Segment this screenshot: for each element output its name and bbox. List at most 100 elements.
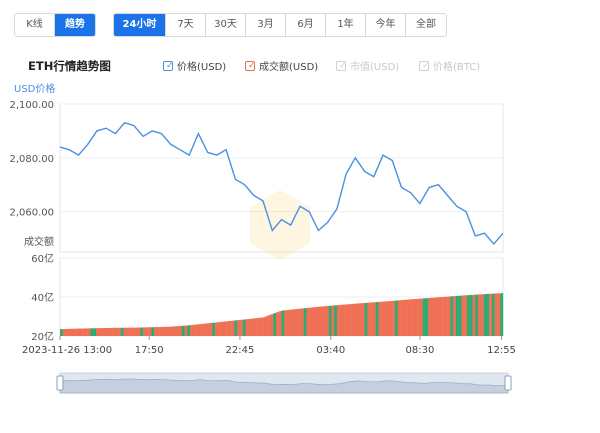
- volume-bar: [126, 327, 130, 336]
- navigator-handle-right[interactable]: [504, 375, 512, 391]
- volume-bar: [267, 315, 271, 336]
- checkbox-icon[interactable]: ✓: [163, 60, 174, 71]
- range-24h[interactable]: 24小时: [114, 14, 166, 36]
- volume-bar: [292, 309, 296, 336]
- x-tick-label: 17:50: [135, 345, 164, 356]
- volume-bar: [198, 324, 202, 336]
- legend-volume-usd[interactable]: ✓ 成交额(USD): [245, 58, 318, 73]
- volume-bar: [325, 306, 329, 336]
- range-ytd[interactable]: 今年: [366, 14, 406, 36]
- volume-tick-label: 60亿: [31, 252, 54, 265]
- tab-kline[interactable]: K线: [15, 14, 55, 36]
- range-1y[interactable]: 1年: [326, 14, 366, 36]
- volume-bar: [162, 326, 166, 336]
- volume-bar: [455, 295, 459, 336]
- volume-bar: [65, 328, 69, 336]
- volume-bar: [195, 324, 199, 336]
- volume-bar: [414, 298, 418, 336]
- legend-marketcap-usd[interactable]: ✓ 市值(USD): [336, 58, 399, 73]
- volume-bar: [234, 320, 238, 336]
- volume-bar: [192, 324, 196, 336]
- volume-bar: [226, 321, 230, 336]
- volume-bar: [239, 319, 243, 336]
- volume-bar: [278, 311, 282, 336]
- volume-bar: [275, 312, 279, 336]
- checkbox-icon[interactable]: ✓: [419, 60, 430, 71]
- volume-bar: [300, 308, 304, 336]
- volume-bar: [79, 328, 83, 336]
- volume-bar: [419, 298, 423, 336]
- volume-bar: [242, 319, 246, 336]
- legend-label: 市值(USD): [350, 62, 400, 73]
- range-7d[interactable]: 7天: [166, 14, 206, 36]
- volume-bar: [453, 296, 457, 336]
- x-tick-label: 2023-11-26 13:00: [22, 345, 112, 356]
- volume-bar: [259, 317, 263, 336]
- volume-bar: [148, 327, 152, 336]
- checkbox-icon[interactable]: ✓: [336, 60, 347, 71]
- volume-bar: [397, 300, 401, 336]
- volume-bar: [187, 325, 191, 336]
- volume-bar: [339, 304, 343, 336]
- tab-trend[interactable]: 趋势: [55, 14, 95, 36]
- range-3m[interactable]: 3月: [246, 14, 286, 36]
- price-tick-label: 2,100.00: [9, 100, 54, 111]
- volume-bar: [314, 306, 318, 336]
- volume-bar: [389, 301, 393, 336]
- checkbox-icon[interactable]: ✓: [245, 60, 256, 71]
- volume-bar: [203, 323, 207, 336]
- volume-bar: [403, 299, 407, 336]
- legend-label: 价格(USD): [177, 62, 227, 73]
- range-6m[interactable]: 6月: [286, 14, 326, 36]
- chart-title: ETH行情趋势图: [28, 59, 111, 73]
- volume-bar: [209, 322, 213, 336]
- volume-bar: [118, 327, 122, 336]
- volume-bar: [165, 326, 169, 336]
- volume-bar: [90, 328, 94, 336]
- price-tick-label: 2,060.00: [9, 208, 54, 219]
- volume-bar: [201, 323, 205, 336]
- volume-bar: [289, 309, 293, 336]
- volume-bar: [395, 300, 398, 336]
- range-all[interactable]: 全部: [406, 14, 446, 36]
- volume-bar: [450, 296, 454, 336]
- volume-bar: [461, 295, 465, 336]
- volume-bar: [375, 302, 379, 336]
- x-tick-label: 03:40: [316, 345, 345, 356]
- volume-bar: [469, 294, 473, 336]
- legend-price-usd[interactable]: ✓ 价格(USD): [163, 58, 226, 73]
- volume-bar: [256, 318, 260, 336]
- price-line: [59, 122, 504, 245]
- volume-bar: [472, 294, 476, 336]
- volume-bar: [181, 325, 185, 336]
- range-30d[interactable]: 30天: [206, 14, 246, 36]
- volume-bar: [422, 298, 426, 336]
- volume-bar: [220, 321, 224, 336]
- volume-bar: [475, 294, 479, 336]
- volume-bar: [176, 326, 180, 336]
- volume-bar: [334, 305, 338, 336]
- volume-bar: [123, 327, 127, 336]
- volume-bar: [458, 295, 462, 336]
- volume-bar: [159, 326, 163, 336]
- watermark-logo: [250, 190, 310, 260]
- volume-bar: [428, 297, 432, 336]
- volume-bar: [491, 293, 495, 336]
- volume-bar: [311, 307, 315, 336]
- volume-bar: [386, 301, 390, 336]
- legend-price-btc[interactable]: ✓ 价格(BTC): [419, 58, 480, 73]
- volume-bar: [98, 328, 102, 336]
- volume-bar: [342, 304, 346, 336]
- volume-bar: [206, 323, 210, 336]
- navigator-handle-left[interactable]: [56, 375, 64, 391]
- volume-bar: [284, 310, 288, 336]
- x-tick-label: 12:55: [487, 345, 516, 356]
- volume-bar: [212, 322, 216, 336]
- volume-bar: [353, 303, 357, 336]
- volume-bar: [367, 302, 371, 336]
- volume-bar: [87, 328, 91, 336]
- view-toggle: K线 趋势: [14, 13, 96, 37]
- volume-bar: [425, 298, 429, 336]
- volume-bar: [82, 328, 86, 336]
